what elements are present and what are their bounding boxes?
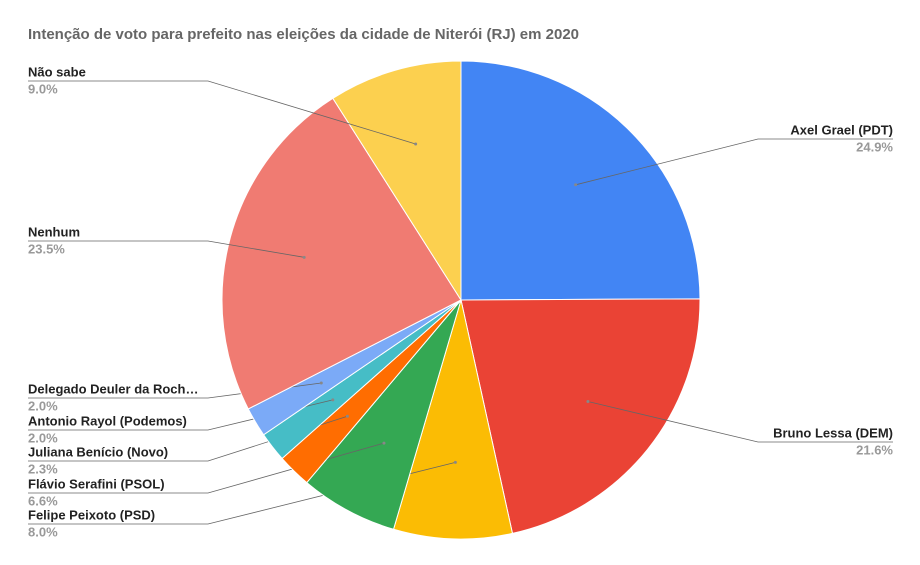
leader-line [28,240,305,258]
pie-slice [332,60,462,302]
slice-value-label: 23.5% [28,241,65,256]
slice-value-label: 21.6% [856,442,893,457]
leader-dot [345,414,349,418]
leader-line [587,401,893,443]
leader-line [575,138,893,186]
pie-slice [460,298,701,534]
slice-label: Nenhum [28,224,80,239]
leader-dot [574,183,578,187]
leader-dot [453,460,457,464]
slice-label: Delegado Deuler da Roch… [28,381,198,396]
chart-title: Intenção de voto para prefeito nas eleiç… [28,26,579,43]
slice-label: Não sabe [28,64,86,79]
slice-label: Axel Grael (PDT) [790,122,893,137]
slice-value-label: 9.0% [28,81,58,96]
pie-slice [460,60,701,301]
slice-label: Antonio Rayol (Podemos) [28,413,187,428]
slice-label: Juliana Benício (Novo) [28,444,168,459]
leader-dot [331,398,335,402]
leader-dot [586,400,590,404]
slice-label: Flávio Serafini (PSOL) [28,476,165,491]
slice-label: Felipe Peixoto (PSD) [28,507,155,522]
leader-line [28,80,416,145]
pie-slice [221,97,462,410]
leader-dot [382,441,386,445]
pie-slice [392,299,514,540]
slice-value-label: 2.0% [28,430,58,445]
slice-value-label: 2.0% [28,398,58,413]
slice-value-label: 2.3% [28,461,58,476]
leader-dot [414,142,418,146]
slice-value-label: 8.0% [28,524,58,539]
slice-value-label: 6.6% [28,493,58,508]
slice-value-label: 24.9% [856,139,893,154]
leader-dot [302,255,306,259]
slice-label: Bruno Lessa (DEM) [773,425,893,440]
leader-dot [319,381,323,385]
